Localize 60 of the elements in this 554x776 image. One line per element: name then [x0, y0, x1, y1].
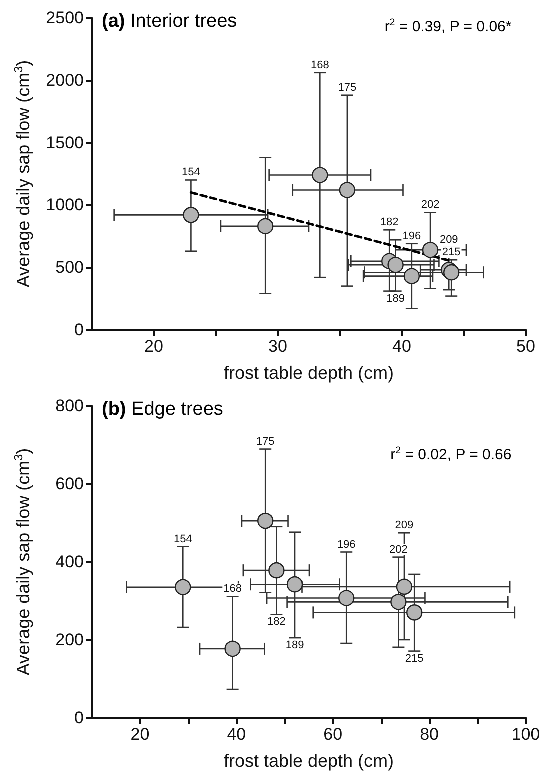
y-tick-label: 0	[74, 708, 84, 728]
x-tick-label: 60	[324, 725, 343, 744]
annotation: 209	[395, 520, 414, 532]
x-tick-label: 40	[392, 337, 412, 356]
point	[404, 268, 420, 284]
y-tick-label: 800	[56, 396, 84, 416]
annotation: 202	[390, 544, 408, 556]
x-tick-label: 100	[512, 725, 540, 744]
y-tick-label: 200	[56, 630, 84, 650]
x-tick-label: 50	[516, 337, 536, 356]
annotation: 189	[286, 640, 304, 652]
point	[312, 167, 328, 184]
point	[390, 594, 407, 610]
y-tick-label: 500	[56, 258, 84, 278]
x-axis-title: frost table depth (cm)	[224, 363, 394, 383]
annotation: 196	[337, 538, 356, 551]
x-tick-label: 20	[144, 337, 164, 356]
annotation: 182	[380, 216, 399, 229]
point	[422, 242, 439, 258]
annotation: 175	[256, 436, 275, 448]
x-tick-label: 40	[227, 725, 246, 744]
annotation: 196	[402, 230, 422, 242]
point	[175, 579, 192, 596]
point	[268, 562, 285, 579]
point	[396, 578, 413, 596]
point	[339, 182, 356, 198]
chart-title: (a) Interior trees	[102, 11, 238, 32]
y-tick-label: 1500	[46, 133, 84, 152]
annotation: 202	[421, 199, 440, 212]
y-axis-title: Average daily sap flow (cm3)	[12, 448, 34, 676]
y-tick-label: 0	[74, 320, 84, 340]
point	[388, 257, 404, 274]
point	[338, 590, 355, 606]
y-tick-label: 2500	[46, 8, 84, 28]
y-tick-label: 600	[56, 474, 84, 494]
annotation: 215	[442, 246, 461, 259]
y-tick-label: 400	[56, 552, 84, 572]
y-axis-title: Average daily sap flow (cm3)	[12, 60, 34, 288]
x-tick-label: 80	[420, 725, 440, 744]
annotation: 182	[268, 616, 286, 628]
point	[258, 218, 274, 235]
point	[183, 207, 200, 224]
annotation: 168	[224, 583, 242, 596]
annotation: 189	[386, 292, 405, 305]
point	[286, 576, 304, 593]
x-axis-title: frost table depth (cm)	[224, 751, 394, 771]
annotation: 154	[182, 166, 200, 179]
chart-title: (b) Edge trees	[102, 399, 224, 420]
annotation: 168	[310, 59, 330, 72]
annotation: 209	[440, 234, 458, 246]
annotation: 175	[338, 82, 357, 94]
y-tick-label: 2000	[46, 70, 84, 90]
point	[224, 640, 241, 658]
annotation: 154	[174, 533, 192, 546]
y-tick-label: 1000	[46, 196, 84, 215]
point	[258, 512, 274, 530]
x-tick-label: 30	[268, 337, 288, 356]
x-tick-label: 20	[130, 725, 150, 744]
annotation: 215	[405, 652, 424, 665]
point	[406, 604, 423, 621]
